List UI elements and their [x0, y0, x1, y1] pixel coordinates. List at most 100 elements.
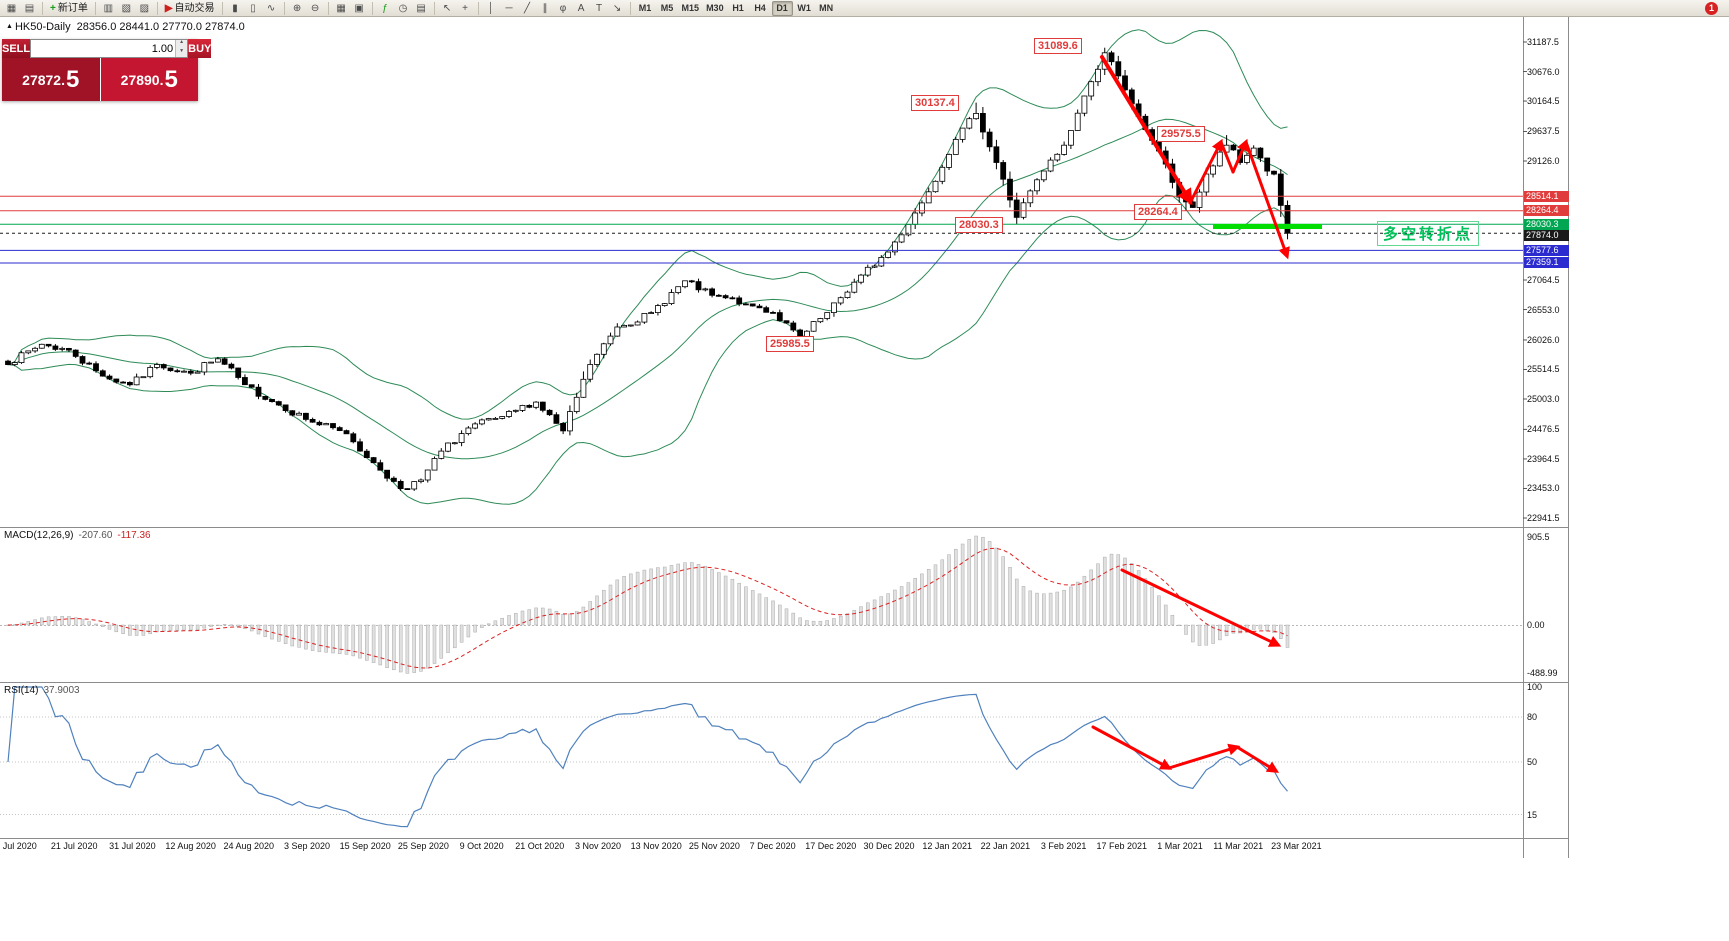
date-axis-label: 3 Nov 2020: [574, 841, 622, 851]
date-axis-label: 17 Dec 2020: [805, 841, 857, 851]
date-axis-label: 11 Mar 2021: [1213, 841, 1264, 851]
date-axis-label: 31 Jul 2020: [109, 841, 156, 851]
timeframe-w1-button[interactable]: W1: [794, 1, 815, 16]
periods-icon[interactable]: ◷: [395, 1, 412, 16]
timeframe-m30-button[interactable]: M30: [703, 1, 727, 16]
timeframe-d1-button[interactable]: D1: [771, 0, 793, 16]
cursor-icon[interactable]: ↖: [439, 1, 456, 16]
grid-icon[interactable]: ▦: [333, 1, 350, 16]
one-click-trading-panel: SELL ▲▼ BUY 27872.5 27890.5: [2, 39, 212, 101]
trend-arrow[interactable]: [1167, 743, 1241, 770]
price-tag-annotation[interactable]: 25985.5: [766, 336, 814, 352]
volume-down-icon[interactable]: ▼: [176, 48, 188, 57]
date-axis-label: 25 Sep 2020: [397, 841, 449, 851]
timeframe-m5-button[interactable]: M5: [657, 1, 678, 16]
autotrading-button-label: 自动交易: [174, 2, 215, 14]
trend-arrow[interactable]: [1100, 55, 1193, 206]
chart-symbol-period: HK50-Daily: [14, 21, 71, 33]
market-watch-icon[interactable]: ▥: [100, 1, 117, 16]
rsi-scale-label: 100: [1527, 682, 1543, 692]
sell-button[interactable]: SELL: [2, 39, 31, 58]
bar-chart-icon[interactable]: ▮: [227, 1, 244, 16]
notifications-icon[interactable]: 1: [1705, 1, 1718, 15]
new-chart-icon[interactable]: ▦: [3, 1, 20, 16]
trend-arrow[interactable]: [1219, 140, 1235, 174]
templates-icon[interactable]: ▤: [413, 1, 430, 16]
trend-arrow[interactable]: [1091, 725, 1173, 770]
bull-bear-turning-point-note[interactable]: 多空转折点: [1377, 221, 1480, 246]
date-axis-label: 21 Jul 2020: [50, 841, 98, 851]
timeframe-mn-button[interactable]: MN: [816, 1, 837, 16]
crosshair-icon[interactable]: +: [457, 1, 474, 16]
fibonacci-icon[interactable]: φ: [555, 1, 572, 16]
level-axis-label: 28030.3: [1524, 218, 1569, 230]
timeframe-h1-button[interactable]: H1: [728, 1, 749, 16]
price-tag-annotation[interactable]: 28030.3: [955, 217, 1003, 233]
toolbar-separator: [221, 1, 223, 15]
zoom-out-icon[interactable]: ⊖: [307, 1, 324, 16]
candlestick-chart-icon[interactable]: ▯: [245, 1, 262, 16]
terminal-icon[interactable]: ▨: [136, 1, 153, 16]
toolbar-separator: [94, 1, 96, 15]
channel-icon[interactable]: ∥: [537, 1, 554, 16]
rsi-line: [7, 686, 1288, 828]
date-axis-label: 22 Jan 2021: [980, 841, 1031, 851]
tile-windows-icon[interactable]: ▣: [351, 1, 368, 16]
macd-scale-label: -488.99: [1527, 668, 1558, 678]
toolbar-separator: [156, 1, 158, 15]
price-tag-annotation[interactable]: 30137.4: [911, 95, 959, 111]
data-window-icon[interactable]: ▧: [118, 1, 135, 16]
trend-arrow[interactable]: [1235, 745, 1280, 773]
timeframe-m15-button[interactable]: M15: [679, 1, 703, 16]
macd-scale-label: 905.5: [1527, 532, 1550, 542]
volume-field: ▲▼: [30, 39, 189, 58]
text-icon[interactable]: A: [573, 1, 590, 16]
vertical-line-icon[interactable]: │: [483, 1, 500, 16]
sell-price-dot: .: [61, 71, 65, 88]
rsi-value: 37.9003: [43, 685, 80, 696]
candles: [5, 47, 1291, 491]
price-axis-tick: 30676.0: [1527, 66, 1560, 77]
autotrading-button[interactable]: ▶ 自动交易: [162, 1, 218, 16]
sell-price[interactable]: 27872. 5: [2, 58, 100, 101]
buy-button[interactable]: BUY: [188, 39, 212, 58]
line-chart-icon[interactable]: ∿: [263, 1, 280, 16]
trend-arrow[interactable]: [1120, 568, 1282, 647]
new-order-button[interactable]: + 新订单: [47, 1, 91, 16]
arrows-icon[interactable]: ↘: [609, 1, 626, 16]
price-axis-tick: 22941.5: [1527, 513, 1560, 523]
buy-price-int: 27890: [120, 71, 160, 88]
zoom-in-icon[interactable]: ⊕: [289, 1, 306, 16]
price-tag-annotation[interactable]: 31089.6: [1034, 38, 1082, 54]
trend-arrow[interactable]: [1231, 138, 1249, 174]
new-order-button-icon: +: [50, 2, 56, 14]
timeframe-h4-button[interactable]: H4: [750, 1, 771, 16]
volume-up-icon[interactable]: ▲: [176, 40, 188, 49]
price-axis-tick: 25514.5: [1527, 364, 1560, 375]
window-list-icon[interactable]: ▤: [21, 1, 38, 16]
toolbar-separator: [629, 1, 631, 15]
rsi-indicator-label: RSI(14) 37.9003: [4, 685, 80, 696]
indicators-icon[interactable]: ƒ: [377, 1, 394, 16]
label-icon[interactable]: T: [591, 1, 608, 16]
timeframe-m1-button[interactable]: M1: [635, 1, 656, 16]
trend-arrow[interactable]: [1244, 140, 1290, 260]
date-axis-label: 12 Jan 2021: [922, 841, 972, 851]
sell-price-dec: 5: [65, 65, 80, 93]
bollinger-middle-band: [7, 118, 1288, 460]
trend-arrow[interactable]: [1188, 138, 1223, 205]
horizontal-line-icon[interactable]: ─: [501, 1, 518, 16]
macd-histogram: [6, 535, 1290, 674]
trendline-icon[interactable]: ╱: [519, 1, 536, 16]
price-axis-tick: 27064.5: [1527, 275, 1560, 285]
macd-name: MACD(12,26,9): [4, 530, 74, 541]
price-tag-annotation[interactable]: 29575.5: [1157, 126, 1205, 142]
support-highlight-segment[interactable]: [1213, 224, 1322, 229]
buy-price[interactable]: 27890. 5: [100, 58, 198, 101]
chart-header: ▲ HK50-Daily 28356.0 28441.0 27770.0 27874…: [6, 21, 245, 33]
current-price-axis-label: 27874.0: [1524, 229, 1569, 241]
volume-input[interactable]: [31, 40, 176, 57]
price-axis-tick: 26553.0: [1527, 304, 1560, 315]
price-tag-annotation[interactable]: 28264.4: [1134, 204, 1182, 220]
